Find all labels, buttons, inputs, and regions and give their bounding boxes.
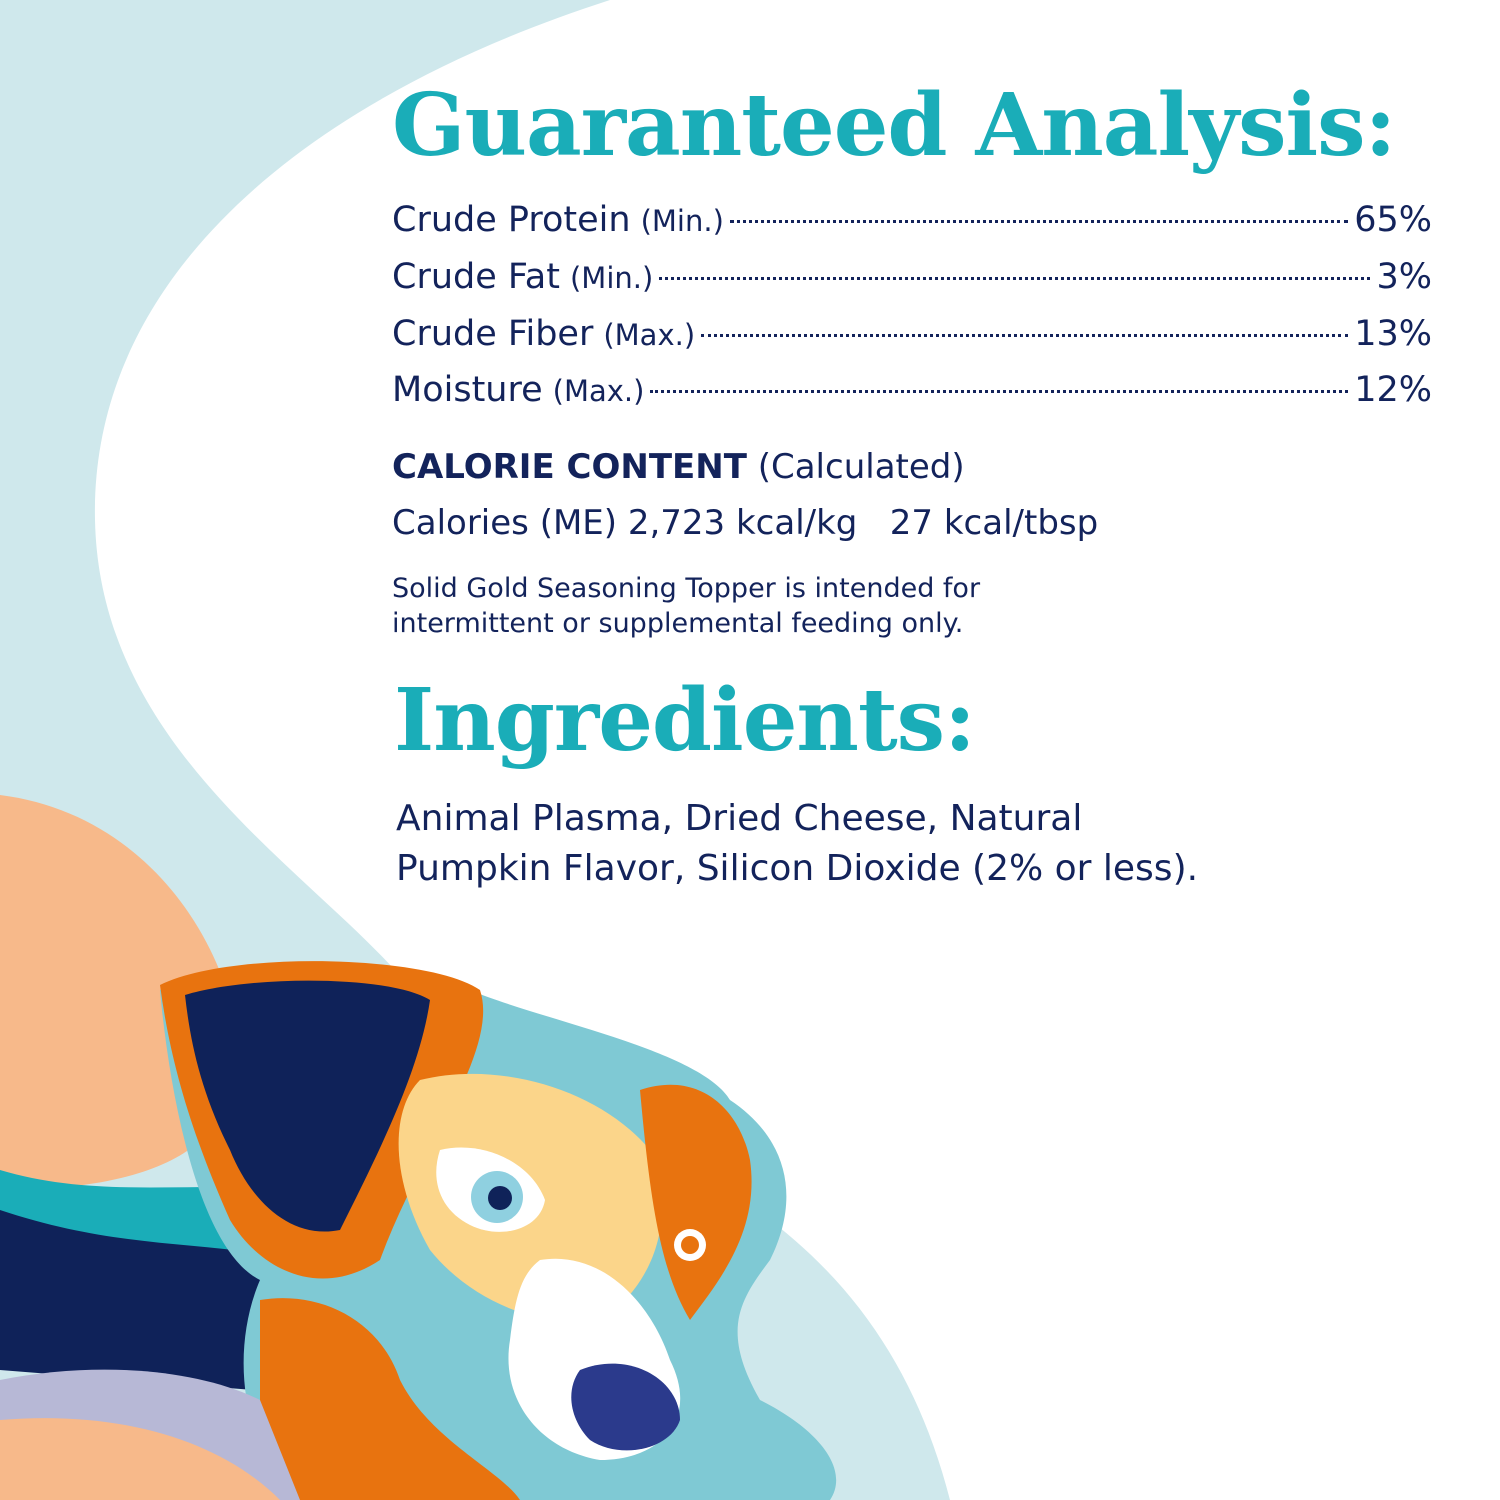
row-value: 13% bbox=[1354, 314, 1432, 354]
feeding-note-line1: Solid Gold Seasoning Topper is intended … bbox=[392, 573, 981, 604]
ingredients-line2: Pumpkin Flavor, Silicon Dioxide (2% or l… bbox=[396, 848, 1199, 889]
row-qualifier: (Max.) bbox=[603, 318, 696, 352]
calorie-line: Calories (ME) 2,723 kcal/kg 27 kcal/tbsp bbox=[392, 503, 1099, 543]
analysis-row: Crude Fat (Min.) 3% bbox=[392, 257, 1432, 297]
row-value: 12% bbox=[1354, 370, 1432, 410]
calorie-heading-note: (Calculated) bbox=[757, 447, 965, 487]
row-label: Crude Fat bbox=[392, 257, 560, 297]
dot-leader bbox=[701, 334, 1349, 337]
dog-illustration bbox=[0, 961, 837, 1500]
analysis-row: Crude Protein (Min.) 65% bbox=[392, 200, 1432, 240]
analysis-row: Moisture (Max.) 12% bbox=[392, 370, 1432, 410]
row-label: Moisture bbox=[392, 370, 543, 410]
calorie-heading-line: CALORIE CONTENT (Calculated) bbox=[392, 447, 965, 487]
row-value: 65% bbox=[1354, 200, 1432, 240]
row-label: Crude Fiber bbox=[392, 314, 594, 354]
row-value: 3% bbox=[1376, 257, 1432, 297]
analysis-row: Crude Fiber (Max.) 13% bbox=[392, 314, 1432, 354]
ingredients-title: Ingredients: bbox=[394, 670, 976, 771]
dot-leader bbox=[650, 390, 1349, 393]
ingredients-line1: Animal Plasma, Dried Cheese, Natural bbox=[396, 798, 1083, 839]
row-qualifier: (Min.) bbox=[569, 261, 654, 295]
calorie-heading: CALORIE CONTENT bbox=[392, 447, 747, 487]
feeding-note-line2: intermittent or supplemental feeding onl… bbox=[392, 608, 964, 639]
analysis-title: Guaranteed Analysis: bbox=[392, 75, 1396, 176]
dot-leader bbox=[729, 220, 1349, 223]
row-qualifier: (Min.) bbox=[640, 204, 724, 238]
dot-leader bbox=[659, 277, 1371, 280]
row-qualifier: (Max.) bbox=[552, 374, 645, 408]
row-label: Crude Protein bbox=[392, 200, 631, 240]
